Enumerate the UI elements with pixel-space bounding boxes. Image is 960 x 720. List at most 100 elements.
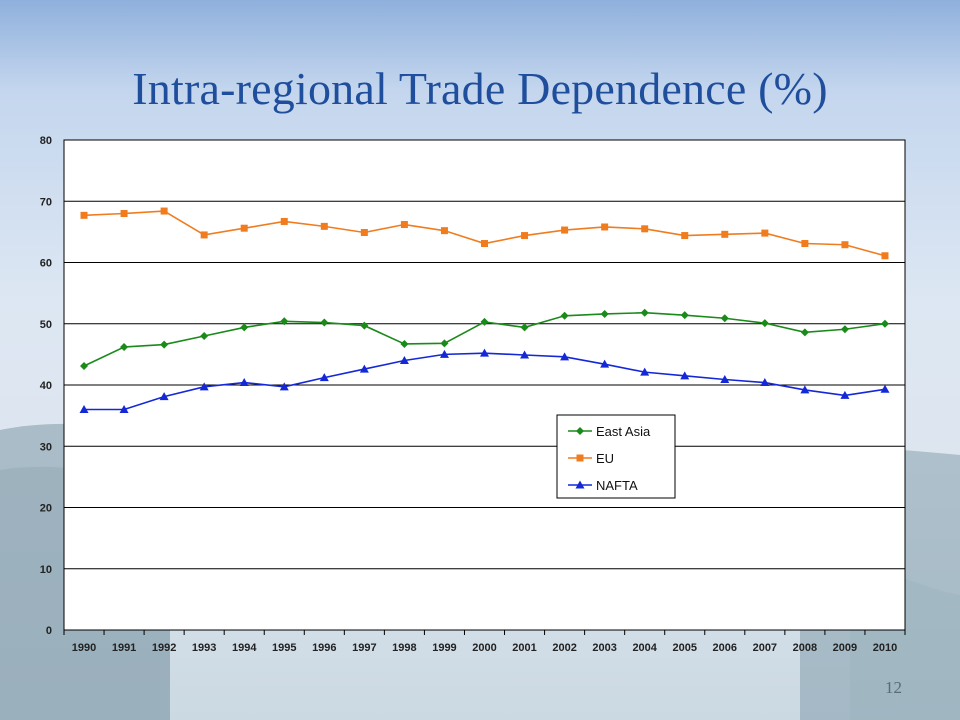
legend-label: East Asia (596, 424, 651, 439)
data-point-eu (280, 217, 288, 225)
legend-label: EU (596, 451, 614, 466)
data-point-east-asia (680, 311, 689, 320)
x-tick-label: 1998 (392, 642, 416, 654)
data-point-eu (681, 232, 689, 240)
data-point-eu (440, 227, 448, 235)
data-point-east-asia (440, 339, 449, 348)
series-nafta (79, 348, 890, 413)
data-point-nafta (720, 374, 730, 383)
data-point-east-asia (800, 328, 809, 337)
data-point-east-asia (720, 314, 729, 323)
data-point-nafta (840, 390, 850, 399)
y-tick-label: 70 (40, 196, 52, 208)
data-point-east-asia (560, 311, 569, 320)
data-point-nafta (319, 373, 329, 382)
data-point-eu (561, 226, 569, 234)
page-number: 12 (885, 678, 902, 697)
data-point-east-asia (200, 332, 209, 340)
data-point-nafta (79, 405, 89, 413)
x-tick-label: 1997 (352, 642, 376, 654)
data-point-nafta (359, 364, 369, 373)
data-point-nafta (279, 382, 289, 391)
x-tick-label: 2003 (592, 642, 616, 654)
data-point-east-asia (520, 323, 529, 332)
y-tick-label: 60 (40, 258, 52, 270)
data-point-eu (240, 224, 248, 232)
data-point-east-asia (280, 317, 289, 326)
data-point-east-asia (880, 319, 889, 328)
x-tick-label: 1992 (152, 642, 176, 654)
y-tick-label: 20 (40, 503, 52, 515)
series-lines (79, 207, 890, 413)
x-tick-label: 2004 (632, 642, 657, 654)
y-tick-label: 80 (40, 135, 52, 147)
data-point-eu (400, 221, 408, 229)
data-point-east-asia (840, 325, 849, 334)
legend-marker (576, 454, 584, 462)
data-point-nafta (239, 378, 249, 387)
data-point-eu (80, 211, 88, 219)
data-point-nafta (439, 349, 449, 358)
data-point-nafta (119, 405, 129, 413)
data-point-nafta (760, 378, 770, 387)
data-point-eu (761, 229, 769, 237)
data-point-eu (360, 228, 368, 236)
data-point-nafta (600, 359, 610, 368)
series-eu (80, 207, 889, 260)
data-point-eu (721, 230, 729, 238)
data-point-eu (801, 240, 809, 248)
x-tick-label: 2008 (793, 642, 817, 654)
data-point-eu (200, 231, 208, 239)
data-point-eu (521, 232, 529, 240)
data-point-east-asia (600, 309, 609, 318)
x-tick-label: 1996 (312, 642, 336, 654)
x-axis-ticks: 1990 1991 1992 1993 1994 1995 1996 1997 1998 1999… (63, 630, 906, 654)
data-point-east-asia (120, 343, 129, 352)
legend-item-eu: EU (568, 451, 614, 466)
legend-marker (575, 480, 585, 489)
data-point-eu (160, 207, 168, 215)
data-point-east-asia (760, 319, 769, 328)
legend-marker (576, 427, 584, 435)
legend: East Asia EU NAFTA (556, 414, 676, 499)
data-point-east-asia (640, 308, 649, 317)
x-tick-label: 2009 (833, 642, 857, 654)
x-tick-label: 1990 (72, 642, 96, 654)
x-tick-label: 1994 (232, 642, 257, 654)
data-point-nafta (520, 350, 530, 359)
series-east-asia (80, 308, 889, 371)
x-tick-label: 2001 (512, 642, 536, 654)
data-point-nafta (159, 392, 169, 401)
data-point-east-asia (360, 321, 369, 330)
x-tick-label: 2000 (472, 642, 496, 654)
x-tick-label: 2006 (713, 642, 737, 654)
data-point-eu (881, 252, 889, 260)
data-point-nafta (680, 371, 690, 380)
data-point-nafta (800, 385, 810, 394)
data-point-east-asia (400, 339, 409, 348)
data-point-east-asia (320, 318, 329, 327)
data-point-eu (841, 241, 849, 249)
y-tick-label: 50 (40, 319, 52, 331)
data-point-nafta (199, 382, 209, 391)
legend-label: NAFTA (596, 478, 638, 493)
y-tick-label: 30 (40, 441, 52, 453)
data-point-east-asia (160, 340, 169, 349)
x-tick-label: 2010 (873, 642, 897, 654)
x-tick-label: 1993 (192, 642, 216, 654)
data-point-east-asia (480, 317, 489, 326)
data-point-eu (481, 240, 488, 248)
y-tick-label: 40 (40, 380, 52, 392)
data-point-eu (641, 225, 649, 233)
data-point-eu (320, 222, 328, 230)
data-point-nafta (480, 348, 489, 357)
y-tick-label: 10 (40, 564, 52, 576)
x-tick-label: 2007 (753, 642, 777, 654)
x-tick-label: 1995 (272, 642, 296, 654)
data-point-east-asia (240, 323, 249, 332)
data-point-nafta (399, 356, 409, 364)
data-point-eu (120, 210, 128, 217)
y-tick-label: 0 (46, 625, 52, 637)
data-point-nafta (640, 367, 650, 376)
